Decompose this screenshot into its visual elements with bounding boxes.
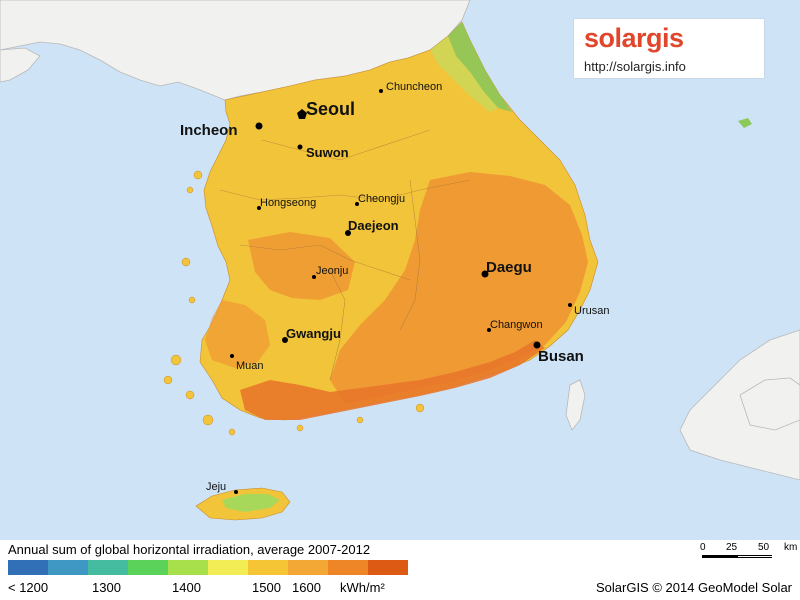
scale-label-50: 50 [758,542,770,553]
scale-label-0: 0 [700,542,706,553]
legend-swatch-2 [48,560,88,575]
west-islands [163,170,425,436]
legend-label-1500: 1500 [252,580,281,595]
tsushima-island [565,379,586,431]
japan-coast-upper [739,377,800,431]
solar-irradiation-map: Seoul Incheon Suwon Chuncheon Hongseong … [0,0,800,540]
logo-wordmark-part1: solar [584,23,647,53]
copyright-text: SolarGIS © 2014 GeoModel Solar [595,580,792,595]
urusan-marker [568,303,572,307]
city-label-daejeon: Daejeon [348,218,399,233]
city-label-cheongju: Cheongju [358,193,405,205]
scale-bar: 0 25 50 km [700,542,800,560]
scale-line [702,555,772,558]
legend-color-bar [8,560,408,575]
scale-label-25: 25 [726,542,738,553]
legend-swatch-4 [128,560,168,575]
city-label-jeju: Jeju [206,481,226,493]
jeju-marker [234,490,238,494]
legend-swatch-5 [168,560,208,575]
legend-swatch-6 [208,560,248,575]
legend-swatch-9 [328,560,368,575]
cheongju-marker [355,202,359,206]
scale-label-km: km [784,542,798,553]
muan-marker [230,354,234,358]
city-label-muan: Muan [236,360,264,372]
city-label-suwon: Suwon [306,145,349,160]
gwangju-marker [282,337,288,343]
legend-swatch-7 [248,560,288,575]
green-zone-northeast [448,22,512,112]
legend-label-1200: < 1200 [8,580,49,595]
legend-label-1400: 1400 [172,580,201,595]
orange-zone-southeast [330,172,588,404]
city-label-gwangju: Gwangju [286,326,341,341]
orange-zone-west [205,300,270,368]
city-label-chuncheon: Chuncheon [386,81,442,93]
suwon-marker [297,144,303,150]
japan-landmass [679,329,800,481]
light-green-zone [430,36,498,112]
scale-segment [738,556,772,557]
legend-labels: < 1200 1300 1400 1500 1600 kWh/m² [0,578,440,598]
province-borders [219,129,471,381]
chuncheon-marker [379,89,383,93]
seoul-marker [297,109,307,119]
city-label-busan: Busan [538,348,584,365]
city-labels: Seoul Incheon Suwon Chuncheon Hongseong … [180,81,609,493]
daejeon-marker [345,230,351,236]
city-label-seoul: Seoul [306,99,355,119]
hongseong-marker [257,206,261,210]
incheon-marker [255,122,263,130]
jeonju-marker [312,275,316,279]
legend-swatch-10 [368,560,408,575]
ulleung-island [738,118,752,128]
legend-unit: kWh/m² [340,580,385,595]
city-label-urusan: Urusan [574,305,609,317]
daegu-marker [481,270,489,278]
logo-wordmark: solargis [584,23,684,54]
legend-swatch-1 [8,560,48,575]
legend-swatch-3 [88,560,128,575]
legend-title: Annual sum of global horizontal irradiat… [8,542,371,557]
logo-wordmark-part2: gis [646,23,684,53]
city-label-hongseong: Hongseong [260,197,316,209]
logo-url[interactable]: http://solargis.info [584,59,686,74]
city-markers [230,89,572,494]
legend-label-1600: 1600 [292,580,321,595]
legend-label-1300: 1300 [92,580,121,595]
city-label-incheon: Incheon [180,122,238,139]
changwon-marker [487,328,491,332]
legend-swatch-8 [288,560,328,575]
solargis-logo[interactable]: solargis http://solargis.info [574,19,764,78]
china-coast [0,47,41,83]
busan-marker [533,341,541,349]
jeju-green-center [222,494,280,512]
orange-zone-south-coast [240,340,545,420]
city-label-jeonju: Jeonju [316,265,348,277]
city-label-daegu: Daegu [486,259,532,276]
city-label-changwon: Changwon [490,319,543,331]
